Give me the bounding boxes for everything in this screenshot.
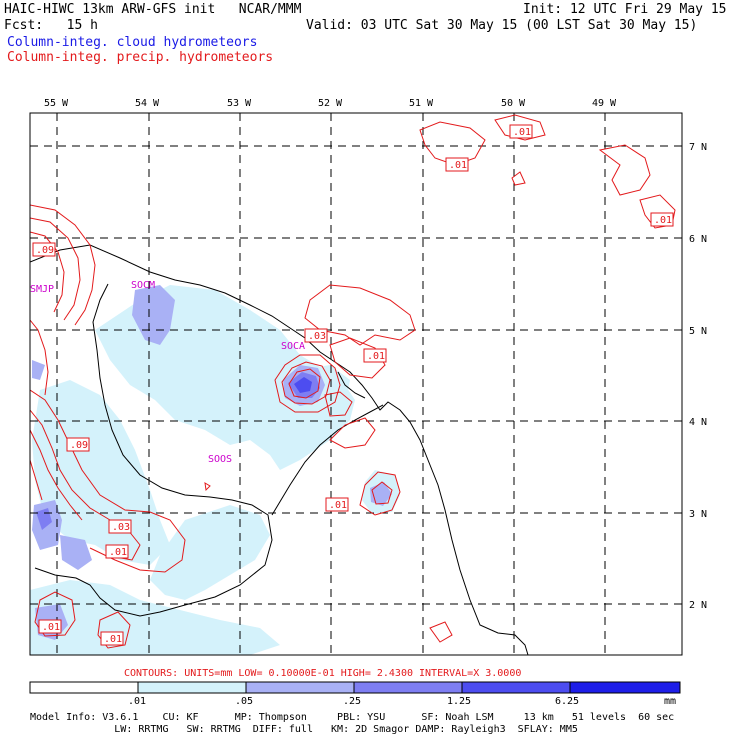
lat-label: 3 N [689, 509, 707, 520]
model-info-line2: LW: RRTMG SW: RRTMG DIFF: full KM: 2D Sm… [30, 724, 578, 735]
colorbar-tick: 6.25 [555, 696, 579, 707]
colorbar-segment [29, 681, 139, 694]
cloud-shading [30, 285, 400, 655]
lat-label: 5 N [689, 326, 707, 337]
valid-time: Valid: 03 UTC Sat 30 May 15 (00 LST Sat … [306, 18, 698, 33]
lon-label: 50 W [501, 98, 526, 109]
contour-label: .01 [449, 160, 467, 171]
station-labels: SMJP SOCM SOCA SOOS [30, 280, 305, 465]
contour-label: .09 [70, 440, 88, 451]
colorbar-tick: 1.25 [447, 696, 471, 707]
contour-label: .01 [104, 634, 122, 645]
lon-label: 51 W [409, 98, 434, 109]
contour-label: .01 [329, 500, 347, 511]
contour-info: CONTOURS: UNITS=mm LOW= 0.10000E-01 HIGH… [124, 668, 521, 679]
colorbar-tick: .25 [343, 696, 361, 707]
station-label: SOOS [208, 454, 232, 465]
lon-label: 53 W [227, 98, 252, 109]
colorbar-tick: .05 [235, 696, 253, 707]
lat-label: 7 N [689, 142, 707, 153]
model-info-line1: Model Info: V3.6.1 CU: KF MP: Thompson P… [30, 712, 675, 723]
colorbar-segment [569, 681, 681, 694]
lat-label: 2 N [689, 600, 707, 611]
init-time: Init: 12 UTC Fri 29 May 15 [523, 2, 727, 17]
station-label: SOCA [281, 341, 305, 352]
coastlines-borders [30, 244, 529, 655]
lon-label: 55 W [44, 98, 69, 109]
contour-label: .01 [42, 622, 60, 633]
colorbar: .01 .05 .25 1.25 6.25 mm [29, 681, 681, 707]
colorbar-ticks: .01 .05 .25 1.25 6.25 mm [128, 696, 676, 707]
contour-label: .01 [513, 127, 531, 138]
lon-label: 52 W [318, 98, 343, 109]
colorbar-segment [353, 681, 463, 694]
colorbar-segment [137, 681, 247, 694]
station-label: SMJP [30, 284, 54, 295]
contour-label: .03 [112, 522, 130, 533]
contour-label: .09 [36, 245, 54, 256]
lon-label: 49 W [592, 98, 617, 109]
map-area: .01 .01 .01 .09 .03 .01 .09 .03 .01 .01 … [30, 113, 682, 655]
longitude-labels: 55 W 54 W 53 W 52 W 51 W 50 W 49 W [44, 98, 617, 109]
colorbar-segment [245, 681, 355, 694]
map-frame [29, 112, 683, 656]
lat-lon-grid [30, 113, 682, 655]
colorbar-tick: .01 [128, 696, 146, 707]
colorbar-unit: mm [664, 696, 676, 707]
contour-label: .01 [367, 351, 385, 362]
contour-label: .01 [654, 215, 672, 226]
precip-contours [30, 114, 676, 649]
contour-label: .03 [308, 331, 326, 342]
lat-label: 6 N [689, 234, 707, 245]
lat-label: 4 N [689, 417, 707, 428]
colorbar-segment [461, 681, 571, 694]
forecast-hour: Fcst: 15 h [4, 18, 98, 33]
latitude-labels: 7 N 6 N 5 N 4 N 3 N 2 N [689, 142, 707, 611]
legend-precip-hydrometeors: Column-integ. precip. hydrometeors [7, 50, 274, 65]
station-label: SOCM [131, 280, 155, 291]
contour-label: .01 [109, 547, 127, 558]
legend-cloud-hydrometeors: Column-integ. cloud hydrometeors [7, 35, 258, 50]
contour-labels: .01 .01 .01 .09 .03 .01 .09 .03 .01 .01 … [32, 124, 674, 646]
model-title: HAIC-HIWC 13km ARW-GFS init NCAR/MMM [4, 2, 302, 17]
lon-label: 54 W [135, 98, 160, 109]
